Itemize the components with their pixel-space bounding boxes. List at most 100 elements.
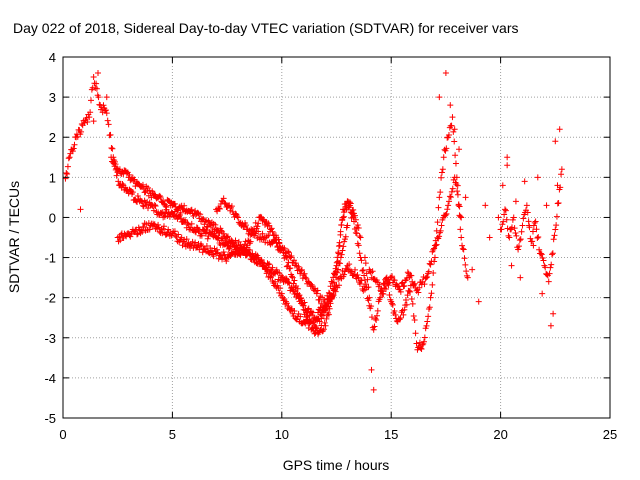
data-point	[445, 202, 452, 209]
data-point	[427, 261, 434, 268]
data-point	[182, 240, 189, 247]
data-point	[276, 246, 283, 253]
data-point	[426, 304, 433, 311]
data-point	[556, 126, 563, 133]
data-point	[255, 228, 262, 235]
data-point	[558, 171, 565, 178]
data-point	[404, 269, 411, 276]
data-point	[400, 311, 407, 318]
data-point	[161, 213, 168, 220]
data-point	[330, 292, 337, 299]
data-point	[298, 297, 305, 304]
data-point	[265, 232, 272, 239]
data-point	[451, 126, 458, 133]
data-point	[436, 94, 443, 101]
data-point	[423, 274, 430, 281]
data-point	[272, 237, 279, 244]
data-point	[555, 200, 562, 207]
data-point	[171, 228, 178, 235]
data-point	[292, 260, 299, 267]
data-point	[277, 285, 284, 292]
data-point	[410, 312, 417, 319]
data-point	[534, 174, 541, 181]
data-point	[438, 222, 445, 229]
data-point	[288, 306, 295, 313]
data-point	[254, 223, 261, 230]
data-point	[131, 176, 138, 183]
data-point	[299, 302, 306, 309]
data-point	[520, 215, 527, 222]
data-point	[391, 308, 398, 315]
data-point	[439, 166, 446, 173]
data-point	[160, 223, 167, 230]
data-point	[399, 307, 406, 314]
data-point	[302, 274, 309, 281]
data-point	[407, 288, 414, 295]
data-point	[427, 294, 434, 301]
data-point	[370, 386, 377, 393]
axis-ticks: 0 5 10 15 20 25 -5 -4 -3 -2 -1 0 1 2 3 4	[44, 50, 617, 442]
data-point	[435, 204, 442, 211]
data-point	[354, 221, 361, 228]
data-point	[307, 319, 314, 326]
data-point	[135, 224, 142, 231]
data-point	[368, 366, 375, 373]
data-point	[134, 231, 141, 238]
data-point	[65, 155, 72, 162]
data-point	[353, 275, 360, 282]
data-point	[421, 281, 428, 288]
data-point	[242, 238, 249, 245]
data-point	[549, 250, 556, 257]
data-point	[108, 145, 115, 152]
data-point	[220, 249, 227, 256]
data-point	[350, 214, 357, 221]
data-point	[265, 261, 272, 268]
data-point	[277, 277, 284, 284]
data-point	[406, 287, 413, 294]
data-point	[442, 212, 449, 219]
data-point	[533, 226, 540, 233]
data-point	[209, 225, 216, 232]
data-point	[463, 268, 470, 275]
data-point	[260, 235, 267, 242]
data-point	[336, 239, 343, 246]
data-point	[438, 169, 445, 176]
data-point	[368, 314, 375, 321]
data-point	[90, 118, 97, 125]
data-point	[215, 205, 222, 212]
data-point	[341, 271, 348, 278]
data-point	[351, 218, 358, 225]
data-point	[130, 177, 137, 184]
data-point	[183, 236, 190, 243]
data-point	[140, 203, 147, 210]
data-point	[461, 255, 468, 262]
data-point	[425, 313, 432, 320]
data-point	[71, 141, 78, 148]
data-point	[70, 145, 77, 152]
data-point	[438, 174, 445, 181]
data-point	[416, 284, 423, 291]
data-point	[366, 294, 373, 301]
data-point	[314, 287, 321, 294]
data-point	[203, 217, 210, 224]
data-point	[160, 198, 167, 205]
data-point	[356, 233, 363, 240]
data-point	[135, 180, 142, 187]
data-point	[343, 224, 350, 231]
data-point	[267, 274, 274, 281]
data-point	[546, 270, 553, 277]
data-point	[549, 251, 556, 258]
data-point	[323, 315, 330, 322]
data-point	[214, 246, 221, 253]
data-point	[218, 227, 225, 234]
data-point	[291, 307, 298, 314]
data-point	[446, 198, 453, 205]
data-point	[500, 218, 507, 225]
data-point	[220, 230, 227, 237]
data-point	[424, 274, 431, 281]
data-point	[215, 255, 222, 262]
data-point	[224, 233, 231, 240]
data-point	[397, 288, 404, 295]
data-point	[203, 243, 210, 250]
